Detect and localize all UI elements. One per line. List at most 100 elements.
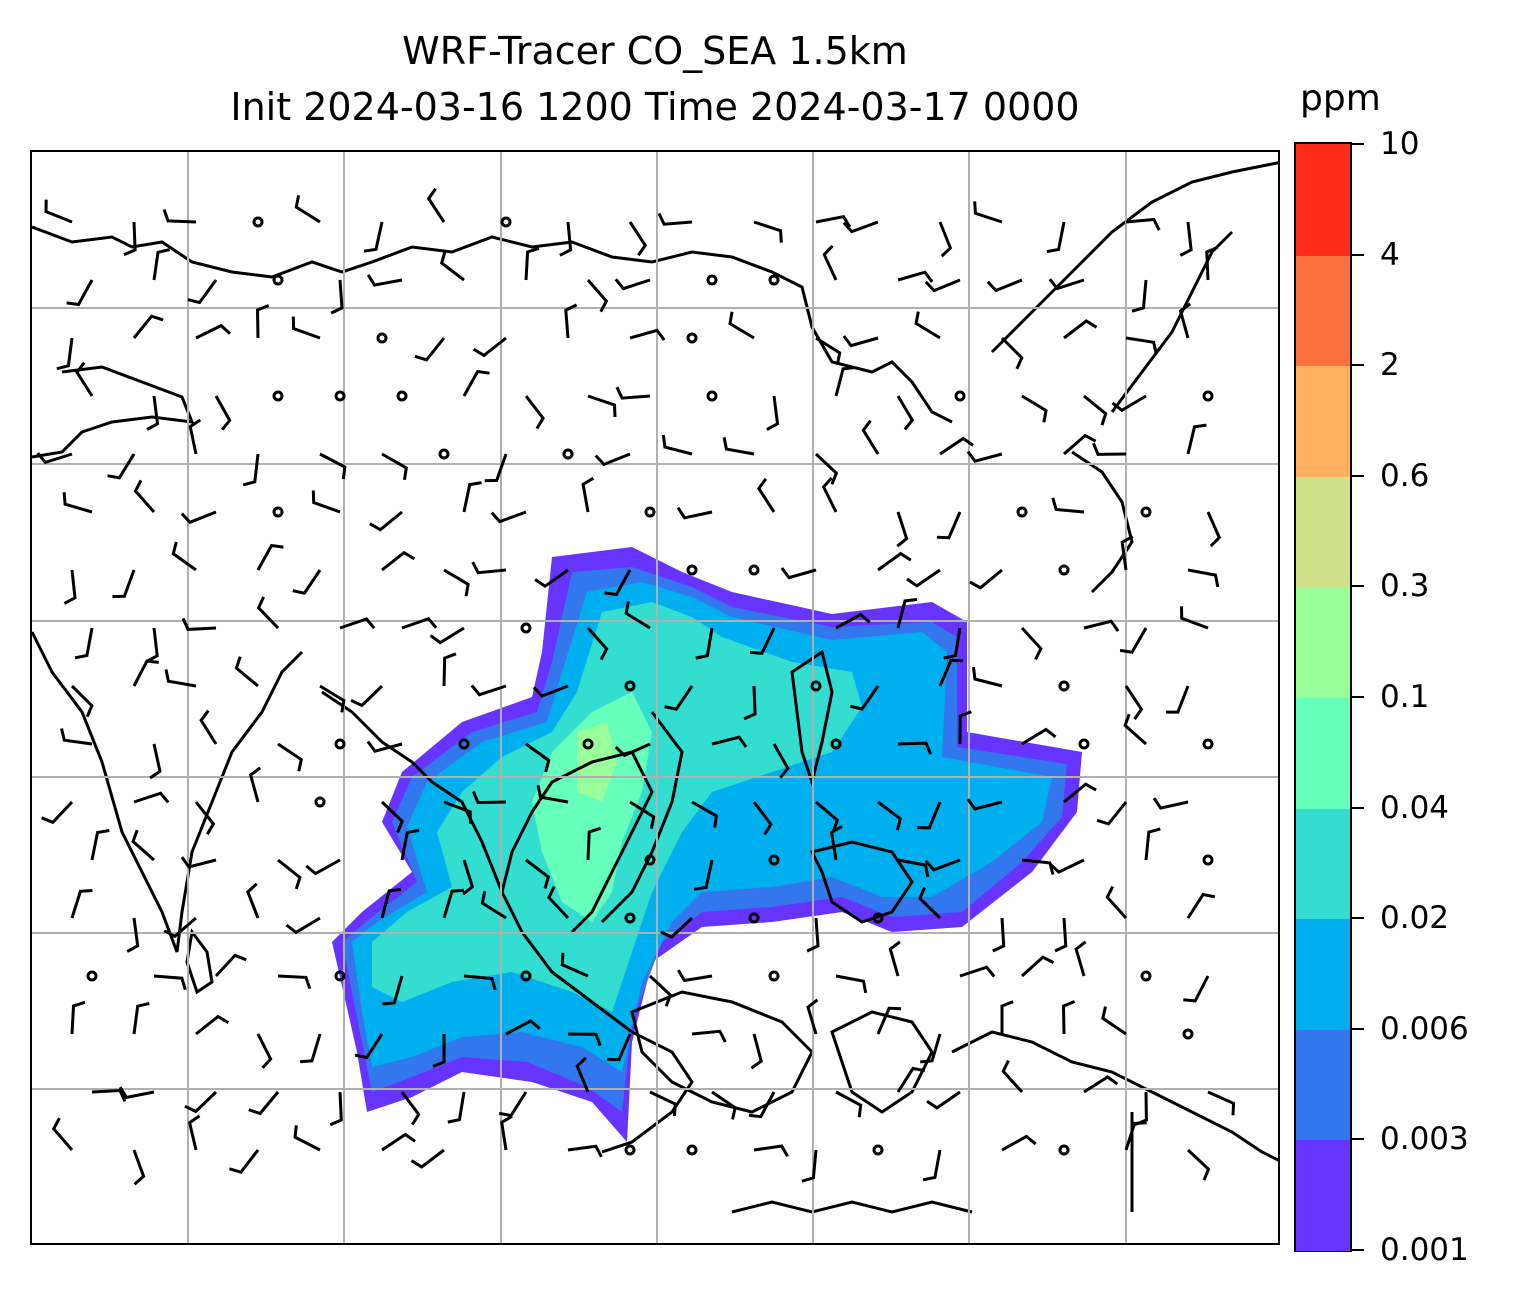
wind-barb bbox=[814, 452, 839, 485]
calm-wind-marker bbox=[458, 738, 470, 750]
wind-barb bbox=[728, 311, 755, 340]
wind-barb bbox=[1021, 727, 1057, 746]
wind-barb bbox=[1152, 797, 1189, 810]
wind-barb bbox=[534, 568, 569, 589]
calm-wind-marker bbox=[748, 564, 760, 576]
wind-barb bbox=[693, 859, 714, 891]
wind-barb bbox=[691, 1029, 727, 1043]
wind-barb bbox=[1020, 955, 1055, 978]
calm-wind-marker bbox=[314, 796, 326, 808]
wind-barb bbox=[586, 279, 609, 313]
calm-wind-marker bbox=[686, 332, 698, 344]
wind-barb bbox=[339, 617, 376, 630]
wind-barb bbox=[849, 685, 880, 711]
wind-barb bbox=[1061, 1000, 1076, 1035]
wind-barb bbox=[1083, 619, 1120, 632]
wind-barb bbox=[766, 395, 780, 431]
wind-barb bbox=[614, 742, 651, 758]
wind-barb bbox=[936, 511, 962, 540]
colorbar-tick-label: 0.1 bbox=[1380, 679, 1430, 715]
wind-barb bbox=[524, 246, 540, 281]
colorbar-segment bbox=[1296, 807, 1350, 920]
colorbar-tick bbox=[1352, 1027, 1364, 1030]
wind-barb bbox=[234, 656, 259, 688]
wind-barb bbox=[188, 418, 202, 455]
colorbar-segment bbox=[1296, 586, 1350, 698]
wind-barb bbox=[410, 1148, 445, 1169]
wind-barb bbox=[107, 453, 136, 480]
wind-barb bbox=[748, 1091, 776, 1119]
wind-barb bbox=[897, 741, 933, 755]
wind-barb bbox=[1206, 511, 1222, 548]
calm-wind-marker bbox=[706, 274, 718, 286]
colorbar-tick bbox=[1352, 253, 1364, 256]
wind-barb bbox=[330, 279, 344, 315]
wind-barb bbox=[462, 481, 482, 513]
wind-barb bbox=[381, 1132, 416, 1152]
wind-barb bbox=[587, 394, 617, 418]
wind-barb bbox=[648, 974, 673, 1007]
wind-barb bbox=[90, 829, 110, 861]
colorbar-tick bbox=[1352, 474, 1364, 477]
calm-wind-marker bbox=[644, 506, 656, 518]
wind-barb bbox=[581, 476, 595, 513]
wind-barb bbox=[319, 452, 347, 480]
wind-barb bbox=[897, 270, 934, 283]
plume-0.04 bbox=[532, 692, 652, 922]
wind-barb bbox=[896, 598, 918, 629]
wind-barb bbox=[255, 304, 270, 339]
wind-barb bbox=[749, 627, 776, 655]
wind-barb bbox=[463, 974, 497, 991]
wind-barb bbox=[657, 212, 693, 226]
wind-barb bbox=[1048, 278, 1085, 291]
wind-barb bbox=[400, 1091, 421, 1126]
wind-barb bbox=[969, 568, 1003, 590]
wind-barb bbox=[896, 395, 915, 431]
calm-wind-marker bbox=[500, 216, 512, 228]
colorbar-unit: ppm bbox=[1300, 78, 1381, 119]
wind-barb bbox=[1063, 433, 1097, 456]
wind-barb bbox=[187, 1114, 201, 1151]
wind-barb bbox=[624, 601, 651, 630]
wind-barb bbox=[750, 1033, 763, 1070]
calm-wind-marker bbox=[396, 390, 408, 402]
wind-barb bbox=[752, 801, 773, 836]
wind-barb bbox=[498, 1091, 528, 1118]
wind-barb bbox=[214, 953, 247, 978]
wind-barb bbox=[462, 369, 490, 397]
wind-barb bbox=[896, 1066, 926, 1093]
wind-barb bbox=[1144, 827, 1161, 861]
wind-barb bbox=[1124, 1121, 1147, 1151]
wind-barb bbox=[660, 916, 694, 939]
wind-barb bbox=[181, 617, 217, 631]
colorbar-segment bbox=[1296, 254, 1350, 367]
wind-barb bbox=[1165, 685, 1190, 714]
wind-barb bbox=[292, 569, 322, 595]
wind-barb bbox=[1119, 627, 1148, 654]
wind-barb bbox=[992, 917, 1006, 953]
wind-barb bbox=[920, 1033, 942, 1064]
colorbar-tick bbox=[1352, 917, 1364, 920]
calm-wind-marker bbox=[1058, 564, 1070, 576]
wind-barb bbox=[66, 279, 94, 307]
wind-barb bbox=[164, 669, 197, 688]
wind-barb bbox=[835, 1090, 863, 1118]
colorbar-tick-label: 10 bbox=[1380, 126, 1420, 162]
wind-barb bbox=[401, 616, 438, 630]
calm-wind-marker bbox=[624, 1144, 636, 1156]
wind-barb bbox=[959, 965, 996, 978]
wind-barb bbox=[1083, 1075, 1119, 1094]
wind-barb bbox=[171, 541, 197, 572]
wind-barb bbox=[277, 974, 312, 990]
wind-barb bbox=[615, 386, 651, 400]
wind-barb bbox=[112, 569, 136, 599]
wind-barb bbox=[842, 335, 879, 348]
wind-barb bbox=[363, 221, 384, 253]
colorbar-tick-label: 0.3 bbox=[1380, 568, 1430, 605]
wind-barb bbox=[443, 800, 472, 824]
wind-barb bbox=[711, 1090, 737, 1120]
map-title-line2: Init 2024-03-16 1200 Time 2024-03-17 000… bbox=[230, 85, 1080, 129]
wind-barb bbox=[815, 215, 852, 228]
wind-barb bbox=[938, 221, 953, 258]
wind-barb bbox=[462, 859, 475, 896]
